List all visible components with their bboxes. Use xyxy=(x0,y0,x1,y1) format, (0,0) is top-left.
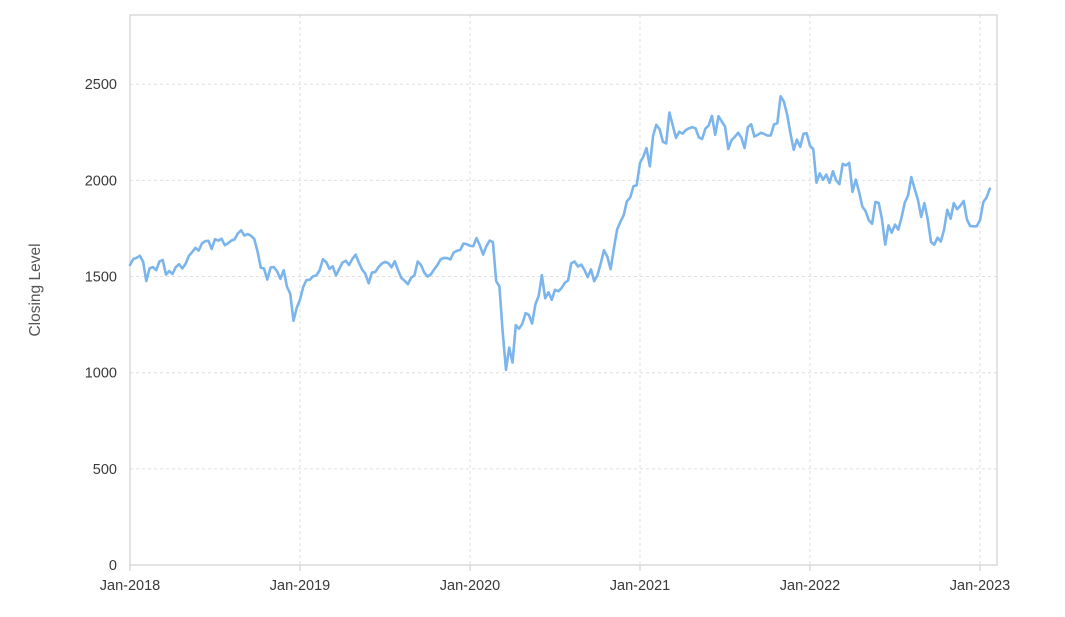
x-tick-label: Jan-2018 xyxy=(100,578,160,594)
x-tick-label: Jan-2023 xyxy=(950,578,1010,594)
y-tick-label: 0 xyxy=(109,558,117,574)
y-tick-label: 500 xyxy=(93,462,117,478)
plot-area xyxy=(130,15,997,565)
y-axis-title: Closing Level xyxy=(27,243,44,336)
x-tick-label: Jan-2022 xyxy=(780,578,840,594)
plot-border xyxy=(129,14,998,566)
y-tick-label: 2000 xyxy=(85,173,117,189)
x-tick-label: Jan-2019 xyxy=(270,578,330,594)
y-tick-label: 2500 xyxy=(85,77,117,93)
series-line xyxy=(128,95,992,372)
y-tick-label: 1000 xyxy=(85,366,117,382)
y-tick-label: 1500 xyxy=(85,270,117,286)
x-tick-label: Jan-2021 xyxy=(610,578,670,594)
x-tick-label: Jan-2020 xyxy=(440,578,500,594)
